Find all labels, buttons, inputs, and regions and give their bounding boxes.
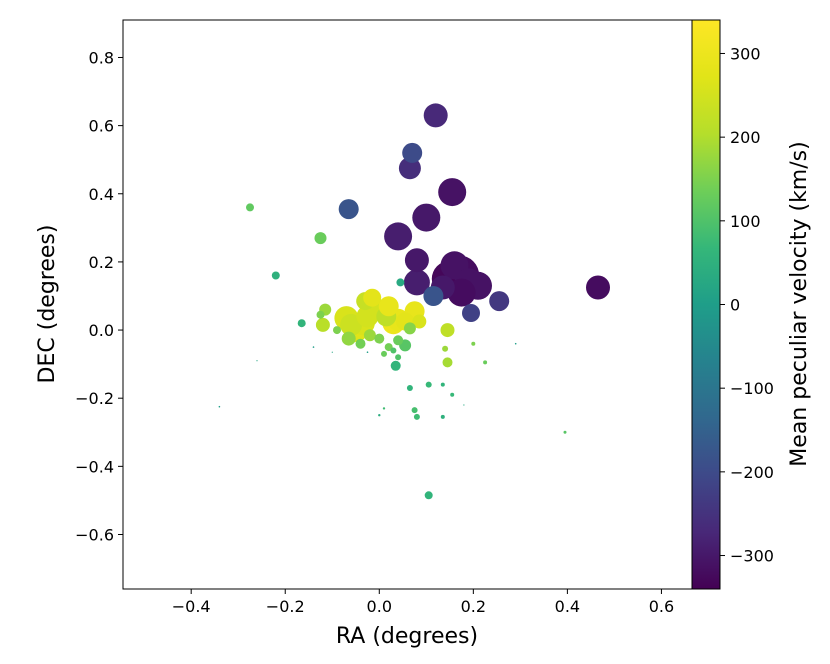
y-axis-ticks: −0.6 −0.4 −0.2 0.0 0.2 0.4 0.6 0.8	[75, 48, 123, 544]
colorbar-tick-label: 0	[730, 296, 740, 315]
data-point	[425, 381, 432, 388]
data-point	[314, 232, 327, 245]
data-point	[355, 338, 366, 349]
data-point	[563, 430, 567, 434]
colorbar-label: Mean peculiar velocity (km/s)	[787, 141, 812, 466]
data-point	[440, 323, 455, 338]
plot-area	[122, 19, 693, 590]
data-point	[297, 319, 306, 328]
data-point	[413, 413, 420, 420]
data-point	[338, 199, 359, 220]
x-tick-label: −0.4	[172, 597, 211, 616]
data-point	[333, 326, 341, 335]
data-point	[412, 314, 427, 329]
y-tick-label: −0.2	[75, 389, 114, 408]
data-point	[246, 203, 254, 212]
colorbar-tick-label: −200	[730, 463, 774, 482]
x-axis-ticks: −0.4 −0.2 0.0 0.2 0.4 0.6	[172, 589, 674, 616]
y-tick-label: 0.4	[89, 185, 114, 204]
data-point	[393, 335, 404, 346]
data-point	[366, 351, 369, 354]
data-point	[424, 491, 433, 500]
data-point	[378, 296, 399, 317]
data-point	[403, 322, 416, 335]
data-point	[440, 414, 445, 419]
data-point	[256, 360, 258, 362]
data-point	[390, 347, 397, 354]
data-point	[382, 407, 386, 410]
data-point	[440, 382, 445, 387]
data-point	[331, 351, 333, 353]
data-point	[403, 269, 430, 296]
data-point	[471, 341, 476, 346]
data-point	[438, 178, 467, 207]
data-point	[442, 357, 453, 368]
data-point	[423, 286, 444, 306]
data-point	[316, 310, 325, 319]
x-axis-title: RA (degrees)	[336, 624, 478, 649]
data-point	[423, 103, 448, 128]
data-point	[402, 142, 423, 163]
data-points	[218, 103, 610, 500]
data-point	[218, 405, 221, 408]
y-tick-label: 0.0	[89, 321, 114, 340]
data-point	[271, 271, 280, 280]
colorbar-tick-label: 100	[730, 212, 761, 231]
data-point	[489, 291, 510, 312]
data-point	[586, 275, 610, 300]
y-tick-label: −0.4	[75, 457, 114, 476]
data-point	[390, 360, 401, 371]
data-point	[363, 288, 382, 307]
data-point	[363, 329, 376, 342]
data-point	[384, 222, 413, 251]
data-point	[411, 407, 418, 414]
x-tick-label: −0.2	[266, 597, 305, 616]
x-tick-label: 0.6	[649, 597, 674, 616]
data-point	[442, 345, 449, 352]
colorbar-tick-label: 300	[730, 44, 761, 63]
colorbar: −300 −200 −100 0 100 200 300 Mean peculiar vel…	[691, 19, 812, 590]
data-point	[483, 360, 488, 365]
data-point	[340, 313, 363, 336]
data-point	[378, 414, 381, 417]
y-tick-label: 0.6	[89, 117, 114, 136]
y-tick-label: 0.8	[89, 48, 114, 67]
data-point	[384, 343, 393, 352]
data-point	[341, 331, 356, 346]
data-point	[514, 342, 517, 345]
data-point	[315, 317, 330, 332]
data-point	[462, 304, 480, 322]
colorbar-ticks: −300 −200 −100 0 100 200 300	[720, 44, 774, 566]
colorbar-tick-label: 200	[730, 128, 761, 147]
x-tick-label: 0.0	[367, 597, 392, 616]
data-point	[404, 248, 429, 273]
data-point	[312, 346, 315, 348]
data-point	[395, 354, 402, 361]
data-point	[396, 278, 405, 287]
x-tick-label: 0.2	[461, 597, 486, 616]
colorbar-tick-label: −100	[730, 379, 774, 398]
x-tick-label: 0.4	[555, 597, 580, 616]
data-point	[412, 203, 441, 232]
data-point	[381, 350, 387, 357]
data-point	[450, 392, 455, 397]
data-point	[463, 404, 465, 406]
colorbar-tick-label: −300	[730, 547, 774, 566]
colorbar-gradient	[691, 19, 721, 590]
y-axis-title: DEC (degrees)	[35, 225, 60, 384]
y-tick-label: 0.2	[89, 253, 114, 272]
y-tick-label: −0.6	[75, 525, 114, 544]
data-point	[374, 333, 385, 344]
data-point	[406, 385, 413, 391]
data-point	[398, 157, 421, 180]
